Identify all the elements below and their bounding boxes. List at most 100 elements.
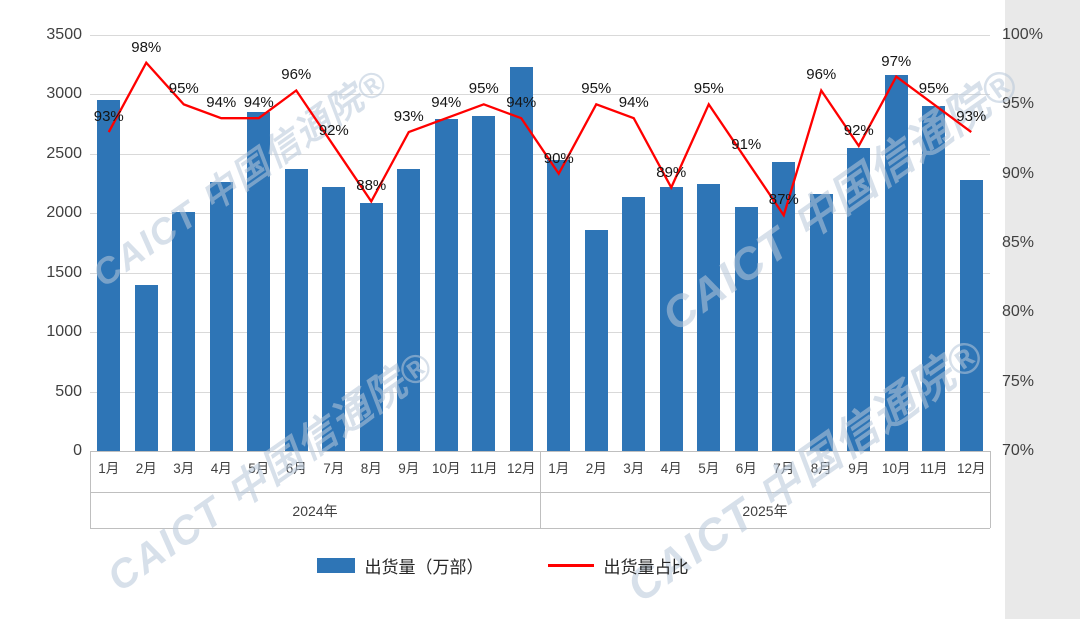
line-series-swatch-icon (547, 563, 594, 567)
x-axis-line (90, 528, 990, 529)
data-label: 93% (93, 108, 124, 126)
right-axis-tick-label: 70% (1002, 442, 1035, 459)
x-axis-month-label: 9月 (398, 461, 420, 476)
x-axis-month-label: 1月 (98, 461, 120, 476)
gridline (90, 153, 990, 155)
left-axis-tick-label: 0 (73, 442, 82, 459)
data-label: 94% (618, 94, 649, 112)
x-axis-month-label: 6月 (285, 461, 307, 476)
data-label: 94% (506, 94, 537, 112)
data-label: 91% (731, 135, 762, 153)
x-axis-month-label: 9月 (848, 461, 870, 476)
gridline (90, 213, 990, 215)
bar (584, 229, 608, 451)
data-labels-layer: 93% 98% 95% 94% 94% 96% 92% 88% 93% 94% 95% 94% 90% 9… (93, 38, 987, 209)
x-axis-month-label: 10月 (431, 461, 461, 476)
legend-item-line: 出货量占比 (547, 553, 689, 578)
x-axis-month-label: 5月 (698, 461, 720, 476)
x-axis-separator-tick (540, 451, 541, 528)
data-label: 94% (243, 94, 274, 112)
bar (509, 67, 533, 451)
left-axis-tick-label: 1500 (46, 263, 82, 281)
x-axis-month-label: 11月 (919, 461, 948, 476)
x-axis-month-label: 3月 (173, 461, 195, 476)
right-axis-tick-label: 80% (1002, 303, 1035, 321)
data-label: 92% (843, 121, 874, 139)
left-axis-tick-label: 3500 (46, 26, 82, 43)
gridline (90, 94, 990, 96)
bar (134, 284, 158, 451)
bar (959, 180, 983, 451)
x-axis-month-label: 10月 (881, 461, 911, 476)
bar (322, 187, 346, 451)
data-label: 92% (318, 121, 349, 139)
bar (97, 100, 121, 451)
x-axis-month-label: 4月 (210, 461, 232, 476)
bar (547, 159, 571, 451)
bars-layer (97, 67, 983, 451)
gridline (90, 391, 990, 393)
x-axis-month-label: 8月 (360, 461, 382, 476)
data-label: 95% (468, 80, 499, 98)
x-axis-separator-tick (990, 451, 991, 528)
data-label: 89% (656, 163, 687, 181)
data-label: 90% (543, 149, 574, 167)
bar (284, 169, 308, 451)
x-axis-month-label: 3月 (623, 461, 645, 476)
left-axis-tick-label: 2500 (46, 144, 82, 162)
bar (922, 106, 946, 451)
data-label: 93% (393, 108, 424, 126)
left-axis-tick-label: 1000 (46, 323, 82, 341)
x-axis-month-label: 12月 (506, 461, 536, 476)
x-axis-month-label: 5月 (248, 461, 270, 476)
x-axis-month-label: 1月 (548, 461, 570, 476)
bar (172, 212, 196, 451)
legend-item-bars: 出货量（万部） (316, 553, 484, 578)
x-axis-year-label: 2025年 (742, 503, 788, 519)
bar (734, 207, 758, 451)
axes-layer: 1月 2月 3月 4月 5月 6月 7月 8月 9月 10月 11月 12月 1月 2月 3月 4月 5月 6月 7… (90, 451, 991, 529)
chart-canvas: 0 500 1000 1500 2000 2500 3000 3500 70% 75% 80% 85%… (0, 0, 1043, 619)
bar (359, 202, 383, 451)
right-axis-tick-label: 90% (1002, 164, 1035, 182)
data-label: 95% (918, 80, 949, 98)
x-axis-month-label: 6月 (735, 461, 757, 476)
right-axis-tick-label: 100% (1002, 26, 1043, 43)
x-axis-month-label: 11月 (469, 461, 498, 476)
x-axis-month-label: 2月 (135, 461, 157, 476)
data-label: 96% (806, 66, 837, 84)
data-label: 98% (131, 38, 162, 56)
right-axis-tick-label: 95% (1002, 95, 1035, 113)
bar (434, 119, 458, 451)
bar (884, 75, 908, 451)
x-axis-separator-tick (90, 451, 91, 528)
bar (772, 162, 796, 451)
x-axis-month-label: 7月 (323, 461, 345, 476)
left-axis-tick-label: 3000 (46, 85, 82, 103)
bar (397, 169, 421, 451)
data-label: 87% (768, 191, 799, 209)
bar (847, 147, 871, 451)
legend: 出货量（万部） 出货量占比 (0, 550, 1005, 580)
x-axis-month-label: 2月 (585, 461, 607, 476)
bar (622, 196, 646, 451)
right-axis-tick-label: 85% (1002, 234, 1035, 251)
x-axis-month-label: 7月 (773, 461, 795, 476)
data-label: 88% (356, 177, 387, 195)
data-label: 96% (281, 66, 312, 84)
x-axis-month-label: 12月 (956, 461, 986, 476)
data-label: 97% (881, 52, 912, 70)
data-label: 95% (168, 80, 199, 98)
gridline (90, 35, 990, 36)
legend-label-line: 出货量占比 (603, 557, 689, 577)
left-axis-tick-label: 500 (55, 382, 82, 400)
data-label: 95% (693, 80, 724, 98)
gridlines-layer: 0 500 1000 1500 2000 2500 3000 3500 70% 75% 80% 85%… (46, 26, 1043, 459)
x-axis-month-label: 4月 (660, 461, 682, 476)
legend-label-bars: 出货量（万部） (364, 557, 484, 577)
data-label: 94% (206, 94, 237, 112)
x-axis-month-label: 8月 (810, 461, 832, 476)
bar-series-swatch-icon (316, 557, 355, 573)
bar (209, 182, 233, 451)
percentage-line (107, 60, 972, 218)
